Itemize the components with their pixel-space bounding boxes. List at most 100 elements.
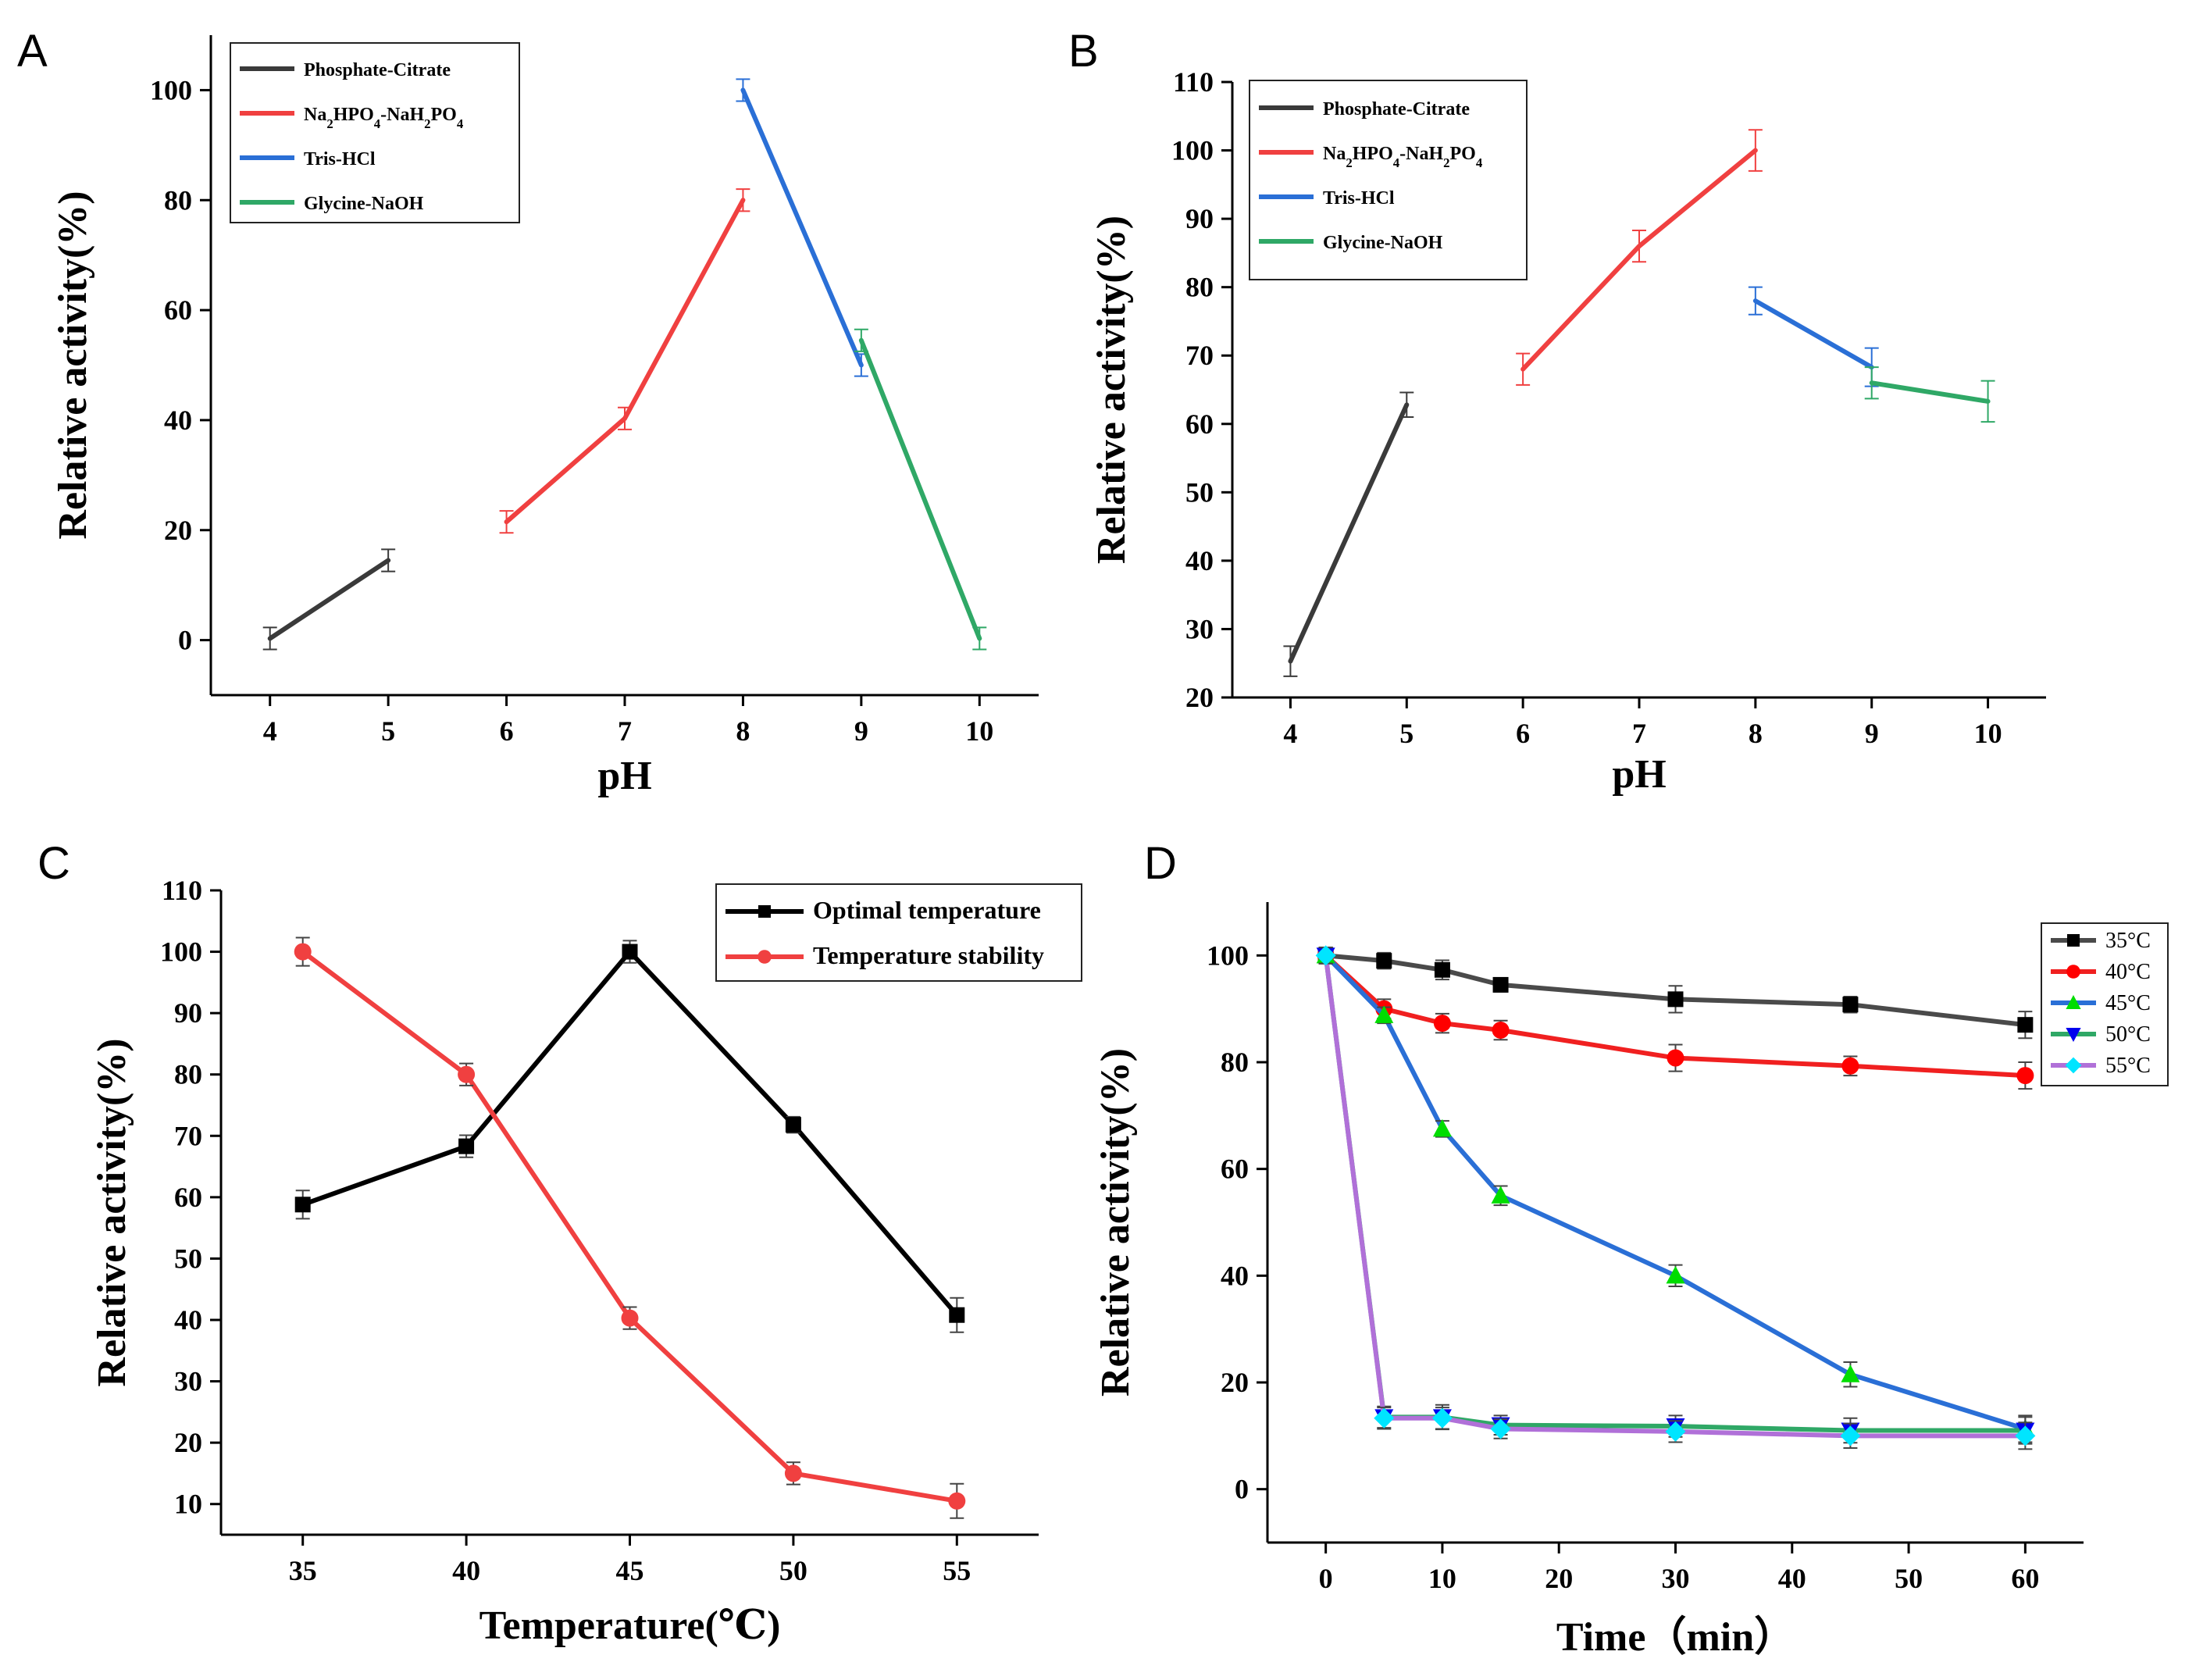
y-tick-label: 20 [164,515,192,546]
x-tick-label: 50 [779,1555,807,1586]
data-point [1666,1265,1685,1284]
series-line [1323,953,2028,1439]
series [294,940,965,1333]
data-point [294,943,312,961]
legend-box [1249,80,1528,280]
x-tick-label: 6 [500,715,514,747]
data-point [1492,1022,1510,1039]
x-tick-label: 40 [1778,1563,1806,1594]
y-tick-label: 50 [1185,476,1214,508]
legend-marker [2066,995,2081,1009]
y-tick-label: 80 [174,1059,202,1090]
x-tick-label: 5 [381,715,395,747]
data-point [2015,1425,2036,1446]
x-tick-label: 30 [1662,1563,1690,1594]
error-bar [1516,352,1531,386]
error-bar [1748,286,1763,316]
data-point [1315,945,1336,966]
legend-marker [2066,1028,2081,1042]
legend: 35°C 40°C 45°C 50°C 55°C [2041,922,2169,1086]
y-tick-label: 20 [1185,682,1214,713]
series [294,936,966,1519]
legend-label-subscript: 4 [374,116,381,131]
x-tick-label: 4 [263,715,277,747]
data-point [621,1309,639,1327]
legend-label: Na2HPO4-NaH2PO4 [304,105,464,131]
x-tick-label: 40 [452,1555,480,1586]
y-axis-title: Relative activity(%) [51,191,95,539]
series [1516,129,1763,386]
legend-label: 50°C [2105,1022,2151,1047]
y-axis-title: Relative activity(%) [1089,216,1134,564]
series [499,188,750,534]
legend: Optimal temperature Temperature stability [715,883,1082,982]
legend-label-part: Na [304,105,326,125]
y-tick-label: 70 [174,1120,202,1151]
data-point [1841,1364,1860,1382]
legend-label: Tris-HCl [1323,188,1395,209]
error-bar [736,78,750,102]
data-point [949,1307,965,1323]
y-tick-label: 100 [1207,940,1249,971]
data-point [1491,1186,1510,1204]
data-point [458,1065,476,1083]
x-tick-label: 9 [854,715,868,747]
y-axis-title: Relative activity(%) [90,1038,134,1386]
y-tick-label: 80 [1221,1047,1249,1078]
error-bar [1632,229,1646,263]
legend-label: 35°C [2105,929,2151,953]
axes: 20 30 40 50 60 70 80 90 100 110 4 5 6 7 8 9 10 [1171,66,2046,749]
legend-label-part: HPO [1353,144,1393,164]
series-line [1323,953,2028,1432]
legend-label: Phosphate-Citrate [1323,99,1470,119]
y-tick-label: 40 [164,405,192,436]
data-point [458,1138,475,1154]
y-tick-label: 100 [150,74,192,105]
legend-marker [758,905,771,918]
legend-label: Temperature stability [813,941,1044,969]
data-point [2017,1017,2034,1033]
x-tick-label: 55 [943,1555,971,1586]
data-point [1374,1407,1395,1429]
legend-marker [2066,965,2080,979]
data-point [1492,976,1509,993]
error-bar [1399,391,1414,419]
y-tick-label: 0 [178,625,192,656]
y-tick-label: 40 [1221,1260,1249,1291]
y-tick-label: 30 [174,1366,202,1397]
legend-label-part: -NaH [380,105,424,125]
series [1748,286,1879,387]
panel-letter: B [1068,26,1099,77]
legend-label: 45°C [2105,991,2151,1015]
legend-label: Glycine-NaOH [304,194,424,214]
y-tick-label: 100 [160,936,202,968]
y-tick-label: 90 [1185,203,1214,234]
series-line [267,558,391,641]
legend: Phosphate-CitrateNa2HPO4-NaH2PO4Tris-HCl… [230,42,520,223]
x-tick-label: 9 [1865,718,1879,749]
error-bar [854,328,868,352]
series [1316,947,2035,1445]
y-tick-label: 0 [1235,1474,1249,1505]
data-point [2016,1067,2034,1085]
x-tick-label: 35 [289,1555,317,1586]
legend-label-part: PO [431,105,457,125]
x-tick-label: 8 [736,715,750,747]
series-line [1752,298,1874,370]
series [736,78,868,377]
series [1283,391,1414,677]
panel-a: A 0 20 40 60 80 100 4 5 6 7 8 9 10 pH Relative activity… [17,26,1039,798]
legend-marker [2065,1057,2082,1074]
series [1317,947,2034,1040]
panel-letter: A [17,26,48,77]
series-line [858,337,982,641]
data-point [1434,961,1450,978]
legend-label-part: PO [1450,144,1476,164]
data-point [948,1492,966,1510]
series [262,548,396,651]
y-tick-label: 60 [1185,408,1214,440]
panel-d: D 0 20 40 60 80 100 0 10 20 30 40 50 60 Time（min） Relat… [1093,838,2169,1660]
data-point [1667,991,1684,1008]
legend-label-subscript: 4 [1476,155,1483,170]
x-tick-label: 4 [1283,718,1297,749]
